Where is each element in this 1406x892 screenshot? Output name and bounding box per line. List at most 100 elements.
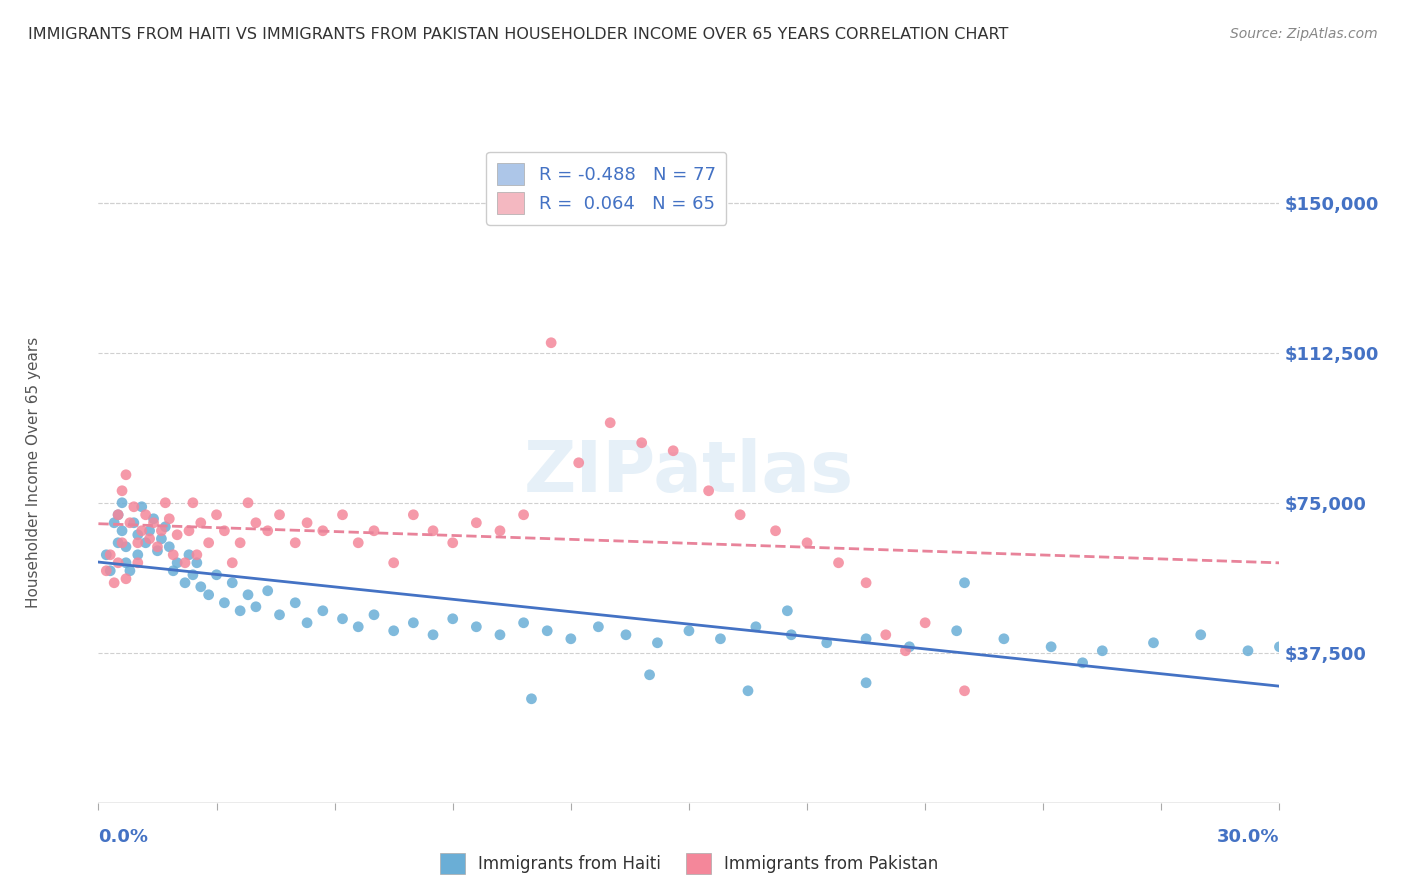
Point — [256, 583, 278, 598]
Point — [953, 575, 976, 590]
Point — [98, 564, 121, 578]
Point — [181, 567, 204, 582]
Point — [221, 575, 243, 590]
Point — [441, 612, 464, 626]
Point — [118, 564, 141, 578]
Point — [221, 556, 243, 570]
Point — [422, 628, 444, 642]
Text: IMMIGRANTS FROM HAITI VS IMMIGRANTS FROM PAKISTAN HOUSEHOLDER INCOME OVER 65 YEA: IMMIGRANTS FROM HAITI VS IMMIGRANTS FROM… — [28, 27, 1008, 42]
Point — [875, 628, 897, 642]
Point — [127, 535, 149, 549]
Text: Source: ZipAtlas.com: Source: ZipAtlas.com — [1230, 27, 1378, 41]
Point — [155, 520, 177, 534]
Point — [284, 535, 307, 549]
Point — [1142, 636, 1164, 650]
Legend: Immigrants from Haiti, Immigrants from Pakistan: Immigrants from Haiti, Immigrants from P… — [433, 847, 945, 880]
Point — [214, 524, 236, 538]
Point — [229, 604, 252, 618]
Point — [177, 524, 200, 538]
Point — [127, 528, 149, 542]
Point — [256, 524, 278, 538]
Point — [197, 588, 219, 602]
Point — [737, 683, 759, 698]
Point — [898, 640, 921, 654]
Point — [146, 543, 169, 558]
Point — [111, 535, 134, 549]
Point — [855, 575, 877, 590]
Point — [162, 548, 184, 562]
Point — [662, 443, 685, 458]
Point — [162, 564, 184, 578]
Point — [382, 624, 405, 638]
Point — [146, 540, 169, 554]
Point — [142, 512, 165, 526]
Point — [245, 599, 267, 614]
Point — [190, 516, 212, 530]
Point — [174, 575, 197, 590]
Point — [166, 556, 188, 570]
Point — [284, 596, 307, 610]
Point — [236, 588, 259, 602]
Point — [332, 612, 354, 626]
Point — [382, 556, 405, 570]
Point — [489, 628, 512, 642]
Point — [815, 636, 838, 650]
Point — [127, 548, 149, 562]
Point — [855, 675, 877, 690]
Point — [269, 607, 291, 622]
Point — [166, 528, 188, 542]
Point — [422, 524, 444, 538]
Point — [588, 620, 610, 634]
Point — [914, 615, 936, 630]
Point — [197, 535, 219, 549]
Point — [560, 632, 582, 646]
Point — [745, 620, 768, 634]
Point — [98, 548, 121, 562]
Point — [111, 496, 134, 510]
Text: 30.0%: 30.0% — [1218, 829, 1279, 847]
Point — [205, 567, 228, 582]
Point — [855, 632, 877, 646]
Point — [363, 524, 385, 538]
Point — [332, 508, 354, 522]
Point — [157, 512, 180, 526]
Point — [205, 508, 228, 522]
Text: ZIPatlas: ZIPatlas — [524, 438, 853, 508]
Point — [115, 572, 138, 586]
Point — [465, 620, 488, 634]
Point — [953, 683, 976, 698]
Point — [945, 624, 967, 638]
Point — [894, 644, 917, 658]
Point — [347, 535, 370, 549]
Point — [103, 575, 125, 590]
Point — [765, 524, 787, 538]
Point — [1040, 640, 1063, 654]
Point — [1071, 656, 1094, 670]
Point — [776, 604, 799, 618]
Point — [614, 628, 637, 642]
Point — [512, 615, 534, 630]
Point — [103, 516, 125, 530]
Point — [1237, 644, 1260, 658]
Point — [520, 691, 543, 706]
Point — [709, 632, 731, 646]
Point — [150, 524, 173, 538]
Point — [107, 508, 129, 522]
Point — [245, 516, 267, 530]
Point — [107, 508, 129, 522]
Point — [599, 416, 621, 430]
Point — [118, 516, 141, 530]
Point — [135, 535, 157, 549]
Point — [177, 548, 200, 562]
Point — [536, 624, 558, 638]
Point — [512, 508, 534, 522]
Point — [638, 667, 661, 681]
Point — [150, 532, 173, 546]
Point — [489, 524, 512, 538]
Point — [138, 532, 160, 546]
Point — [1268, 640, 1291, 654]
Point — [402, 508, 425, 522]
Point — [181, 496, 204, 510]
Point — [155, 496, 177, 510]
Point — [347, 620, 370, 634]
